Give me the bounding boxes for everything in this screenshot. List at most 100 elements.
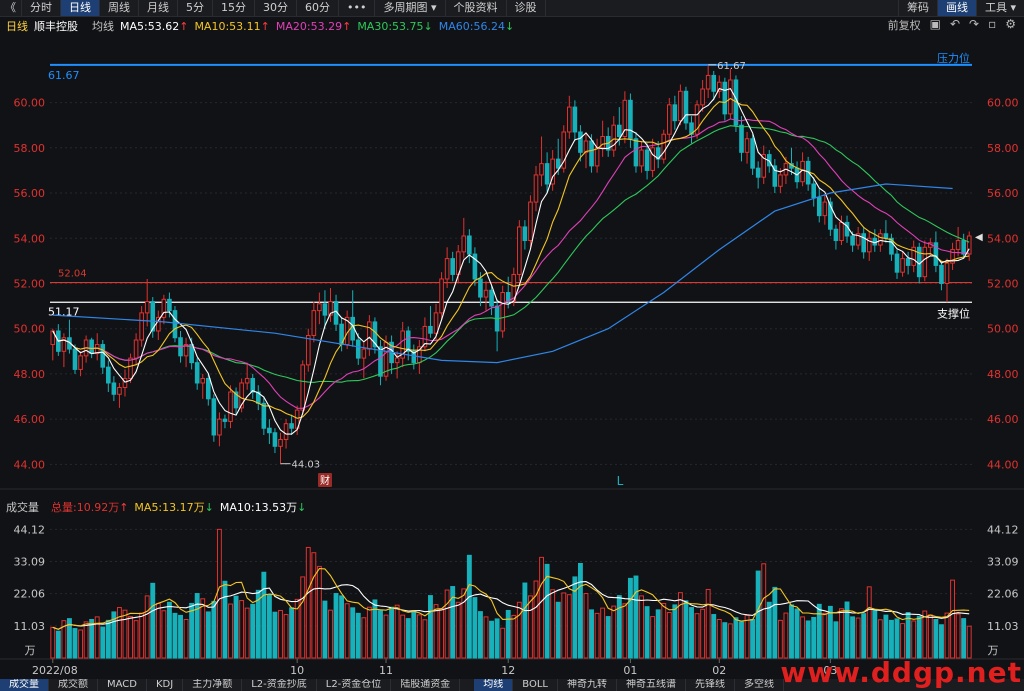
volume-bar-66 [416,614,422,659]
diagnose-button[interactable]: 诊股 [507,0,546,16]
candle-body [261,402,267,429]
volume-bar-33 [233,595,239,659]
volume-bar-77 [478,611,483,659]
candle-body [850,235,855,246]
redo-icon[interactable]: ↷ [969,17,980,31]
ma-settings-label[interactable]: 均线 [92,20,114,33]
stock-info-button[interactable]: 个股资料 [446,0,507,16]
indicator-tab-5[interactable]: L2-资金抄底 [242,679,317,691]
volume-bar-116 [694,613,700,659]
delete-icon[interactable]: ▫ [988,17,997,31]
indicator-tab-3[interactable]: KDJ [147,679,184,691]
candle-86 [528,195,533,248]
volume-bar-135 [800,616,806,659]
indicator-tab-6[interactable]: L2-资金仓位 [317,679,392,691]
undo-icon[interactable]: ↶ [949,17,961,31]
ma60-line [52,183,953,364]
toolbar-right-item-2[interactable]: 工具 ▾ [975,0,1024,16]
period-tab-1[interactable]: 日线 [61,0,100,16]
period-tab-5[interactable]: 15分 [213,0,255,16]
volume-bar-93 [566,594,572,659]
candle-body [472,253,478,280]
volume-bar-156 [916,615,922,659]
volume-bar-23 [178,614,183,659]
settings-icon[interactable]: ⚙ [1005,17,1016,31]
stock-name[interactable]: 顺丰控股 [34,20,78,33]
volume-bar-48 [316,565,322,659]
candle-body [483,289,489,298]
candle-body [505,292,511,303]
volume-bar-78 [483,616,489,659]
period-tab-3[interactable]: 月线 [139,0,178,16]
indicator-tab-13[interactable]: 多空线 [735,679,784,691]
volume-bar-74 [461,588,467,659]
volume-bar-114 [683,600,689,659]
adjust-button[interactable]: 前复权 [887,19,921,32]
more-periods-button[interactable]: ••• [339,0,376,16]
period-tab-4[interactable]: 5分 [178,0,213,16]
ma60-value: MA60:56.24↓ [439,20,514,33]
volume-bar-126 [750,619,756,659]
candle-79 [489,285,494,316]
price-tick-left-1: 58.00 [14,142,46,155]
period-tab-2[interactable]: 周线 [100,0,139,16]
candle-9 [100,340,106,374]
candle-26 [194,358,200,390]
candle-body [861,233,866,253]
volume-bar-56 [361,617,367,659]
back-icon[interactable]: 《 [0,0,22,16]
volume-chart[interactable]: 44.12 44.12 33.09 33.09 22.06 22.06 11.03 11.03… [0,514,1024,679]
candle-body [322,303,328,316]
candle-body [878,233,883,246]
candle-41 [278,432,283,464]
candle-body [666,104,672,135]
volume-bar-124 [739,621,744,659]
candle-body [244,377,250,384]
ma-info-bar: 日线 顺丰控股 均线 MA5:53.62↑ MA10:53.11↑ MA20:5… [0,17,1024,35]
period-label: 日线 [6,20,28,33]
volume-unit-right: 万 [988,644,999,657]
volume-bar-151 [889,619,894,659]
period-tab-7[interactable]: 60分 [297,0,339,16]
fin-badge-box [318,473,332,487]
volume-bar-94 [572,576,578,659]
indicator-tab-8[interactable]: 均线 [474,679,514,691]
candle-116 [694,100,700,139]
indicator-tab-12[interactable]: 先锋线 [686,679,735,691]
volume-bar-45 [300,576,306,659]
volume-ma10: MA10:13.53万↓ [220,499,306,515]
toolbar-right-item-0[interactable]: 筹码 [897,0,937,16]
candle-body [467,235,472,255]
indicator-tab-1[interactable]: 成交额 [49,679,98,691]
indicator-tab-9[interactable]: BOLL [513,679,558,691]
volume-bar-122 [727,623,733,659]
indicator-tab-7[interactable]: 陆股通资金 [391,679,461,691]
volume-bar-150 [883,614,889,659]
candle-164 [961,233,966,259]
candle-32 [228,385,233,429]
toolbar-right-item-1[interactable]: 画线 [936,0,976,16]
candle-69 [433,303,439,341]
volume-bar-139 [822,612,828,659]
indicator-tab-11[interactable]: 神奇五线谱 [617,679,686,691]
candle-body [128,357,133,379]
volume-bar-147 [866,586,872,659]
period-tab-0[interactable]: 分时 [22,0,61,16]
volume-bar-105 [633,575,639,659]
volume-bar-18 [150,582,156,659]
indicator-tab-2[interactable]: MACD [98,679,147,691]
indicator-tab-4[interactable]: 主力净额 [183,679,243,691]
volume-bar-134 [794,608,800,659]
candle-11 [111,376,117,402]
volume-bar-67 [422,619,428,659]
candle-body [744,138,750,153]
multi-period-dropdown[interactable]: 多周期图 ▾ [375,0,446,16]
indicator-tab-0[interactable]: 成交量 [0,679,49,691]
candle-body [883,233,889,239]
candle-body [617,124,622,137]
lock-icon[interactable]: ▣ [929,17,941,31]
period-tab-6[interactable]: 30分 [255,0,297,16]
indicator-tab-10[interactable]: 神奇九转 [558,679,617,691]
candle-body [872,237,878,246]
price-chart[interactable]: 60.00 60.00 58.00 58.00 56.00 56.00 54.00 54.00… [0,35,1024,497]
